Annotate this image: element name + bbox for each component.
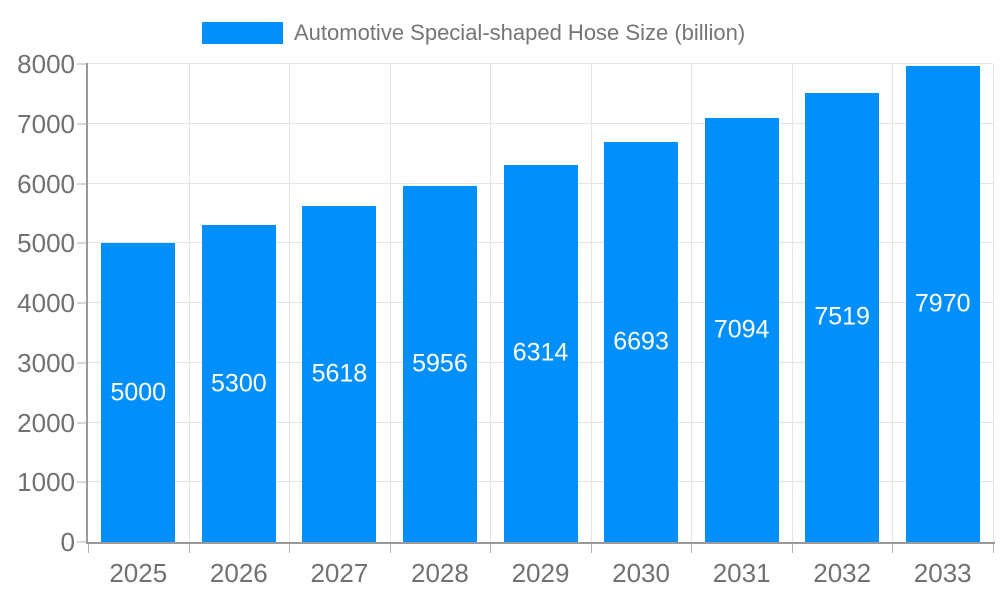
bar[interactable]: 7970 — [905, 65, 980, 542]
bar[interactable]: 5956 — [402, 186, 477, 542]
bar[interactable]: 6693 — [604, 142, 679, 542]
x-tick-label: 2030 — [612, 558, 670, 588]
bar-value-label: 7094 — [713, 315, 770, 344]
y-axis-tick-marks — [77, 63, 86, 543]
gridline-vertical — [490, 64, 492, 542]
x-tick-mark — [590, 544, 592, 553]
y-tick-label: 7000 — [17, 108, 75, 139]
x-tick-label: 2027 — [310, 558, 369, 588]
x-tick-mark — [892, 544, 894, 553]
y-axis-line — [86, 63, 88, 544]
gridline-vertical — [993, 64, 994, 542]
y-tick-mark — [77, 362, 86, 364]
y-tick-mark — [77, 123, 86, 125]
bar[interactable]: 5300 — [201, 225, 276, 542]
y-tick-label: 6000 — [17, 168, 75, 199]
y-tick-label: 8000 — [17, 49, 75, 79]
y-tick-mark — [77, 183, 86, 184]
y-tick-label: 4000 — [17, 288, 75, 318]
x-axis-line — [86, 542, 995, 544]
gridline-horizontal — [88, 122, 993, 124]
gridline-vertical — [289, 64, 291, 542]
x-tick-mark — [490, 544, 492, 553]
gridline-vertical — [389, 64, 391, 542]
bar-value-label: 6314 — [512, 338, 569, 367]
legend-item[interactable]: Automotive Special-shaped Hose Size (bil… — [202, 20, 745, 46]
x-tick-mark — [88, 544, 89, 553]
bar-value-label: 5618 — [311, 359, 368, 388]
y-tick-label: 0 — [60, 527, 75, 557]
gridline-vertical — [188, 64, 190, 542]
y-tick-mark — [77, 63, 86, 65]
x-tick-label: 2033 — [913, 558, 972, 588]
bar-value-label: 7970 — [914, 289, 971, 318]
y-tick-mark — [77, 481, 86, 483]
x-tick-mark — [188, 544, 190, 553]
y-tick-mark — [77, 302, 86, 304]
x-tick-label: 2026 — [209, 558, 268, 588]
y-tick-mark — [77, 541, 86, 543]
gridline-vertical — [590, 64, 592, 542]
x-axis-tick-labels: 2025 2026 2027 2028 2029 2030 2031 2032 2033 — [88, 560, 993, 592]
x-tick-label: 2032 — [813, 558, 872, 588]
plot-area: 5000 5300 5618 5956 6314 6693 7094 7519 7970 — [88, 63, 994, 542]
y-tick-label: 3000 — [17, 347, 75, 378]
bar-value-label: 5956 — [412, 349, 468, 378]
bar[interactable]: 7519 — [805, 92, 880, 542]
bar[interactable]: 7094 — [704, 118, 779, 542]
legend-label: Automotive Special-shaped Hose Size (bil… — [294, 20, 746, 45]
gridline-vertical — [892, 64, 894, 542]
bar[interactable]: 5000 — [101, 243, 176, 542]
x-tick-label: 2029 — [511, 558, 570, 588]
y-tick-label: 5000 — [17, 228, 75, 259]
y-tick-label: 2000 — [17, 407, 75, 438]
x-tick-mark — [289, 544, 291, 553]
gridline-vertical — [791, 64, 793, 542]
x-tick-mark — [389, 544, 391, 553]
bar-value-label: 5000 — [110, 378, 167, 407]
bar-value-label: 7519 — [814, 302, 870, 331]
bar-value-label: 5300 — [211, 369, 267, 398]
x-axis-tick-marks — [88, 544, 994, 553]
y-tick-mark — [77, 242, 86, 244]
y-tick-label: 1000 — [17, 467, 75, 498]
x-tick-mark — [691, 544, 693, 553]
x-tick-label: 2031 — [712, 558, 771, 588]
legend-swatch-icon — [202, 22, 283, 44]
x-tick-label: 2028 — [411, 558, 469, 588]
x-tick-mark — [993, 544, 994, 553]
bar[interactable]: 5618 — [302, 206, 377, 542]
gridline-vertical — [691, 64, 693, 542]
y-axis-tick-labels: 0 1000 2000 3000 4000 5000 6000 7000 8000 — [0, 51, 75, 555]
gridline-horizontal — [88, 63, 993, 64]
x-tick-mark — [791, 544, 793, 553]
bar-value-label: 6693 — [613, 327, 669, 356]
bar[interactable]: 6314 — [503, 164, 578, 542]
y-tick-mark — [77, 422, 86, 423]
x-tick-label: 2025 — [109, 558, 168, 588]
